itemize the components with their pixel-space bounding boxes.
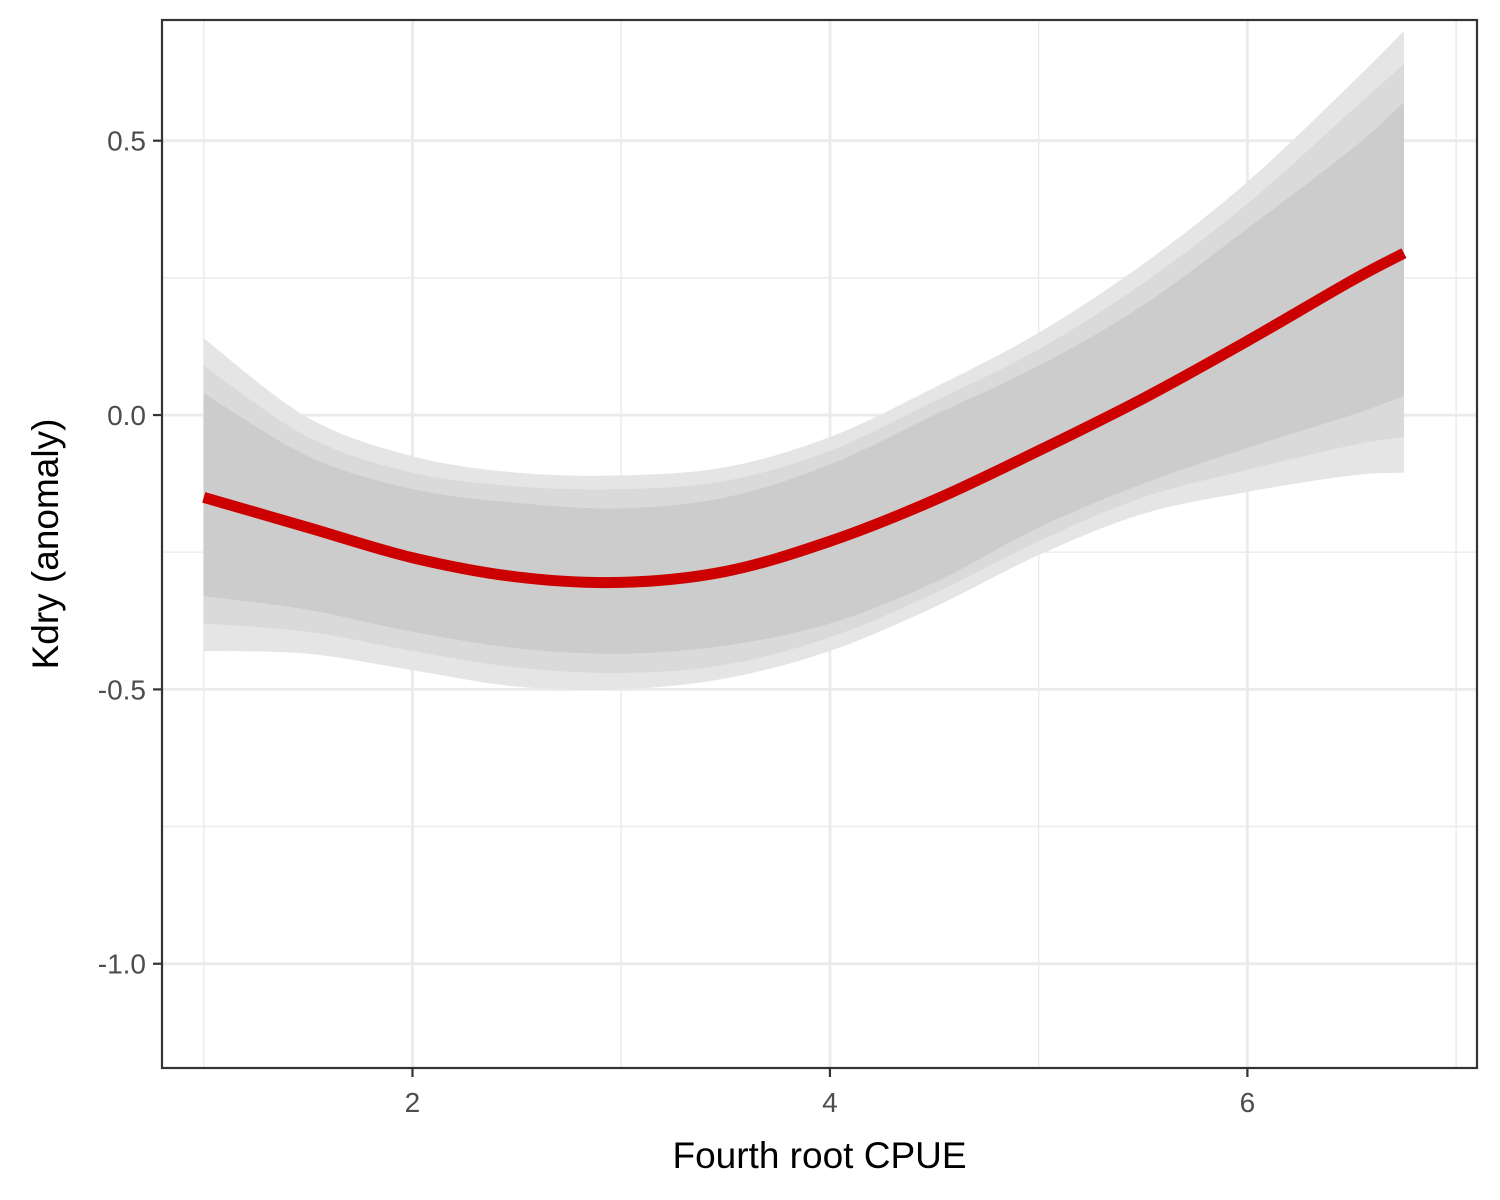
x-tick-label: 6 (1240, 1087, 1256, 1118)
y-axis-title: Kdry (anomaly) (25, 419, 66, 670)
plot-panel-border (160, 18, 1479, 1070)
major-gridlines (162, 20, 1477, 1068)
y-tick-label: 0.5 (107, 126, 146, 157)
y-tick-label: -1.0 (98, 949, 146, 980)
x-tick-label: 2 (405, 1087, 421, 1118)
series-line-0 (202, 248, 1407, 589)
y-tick-label: 0.0 (107, 400, 146, 431)
fitted-lines (202, 248, 1407, 589)
y-tick-label: -0.5 (98, 674, 146, 705)
axis-ticks (153, 139, 1249, 1077)
y-tick-labels: -1.0 -0.5 0.0 0.5 (98, 126, 146, 980)
ribbon-inner (203, 102, 1404, 654)
confidence-ribbons (203, 30, 1404, 691)
x-tick-label: 4 (822, 1087, 838, 1118)
x-tick-labels: 2 4 6 (405, 1087, 1255, 1118)
x-axis-title: Fourth root CPUE (672, 1135, 966, 1176)
